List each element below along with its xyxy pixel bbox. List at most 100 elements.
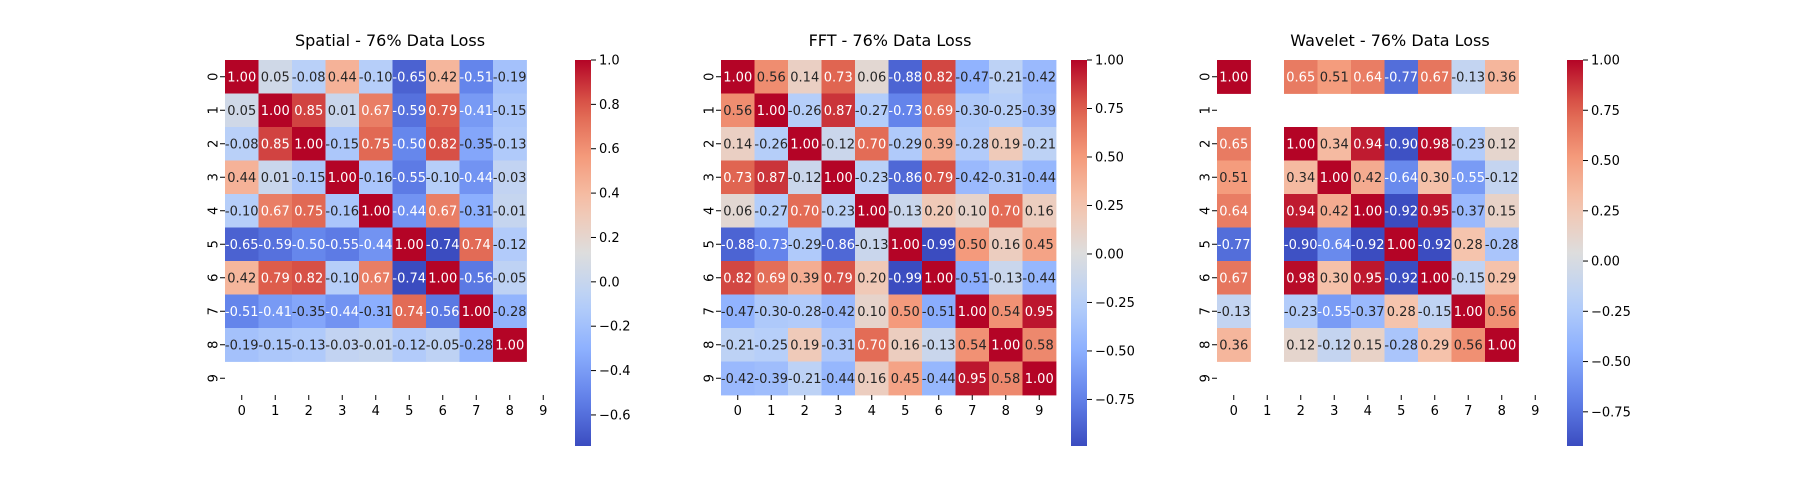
y-tick-label: 9 xyxy=(1199,374,1214,382)
heatmap-cell xyxy=(1418,227,1452,262)
cell-value-label: -0.44 xyxy=(325,305,359,320)
cell-value-label: 0.65 xyxy=(1219,137,1248,152)
heatmap-cell xyxy=(1485,261,1519,295)
heatmap-cell xyxy=(888,361,923,396)
heatmap-cell xyxy=(754,93,789,128)
cell-value-label: -0.90 xyxy=(1384,137,1418,152)
heatmap-cell xyxy=(1284,294,1318,329)
x-tick-label: 2 xyxy=(1297,404,1305,419)
cell-value-label: 0.54 xyxy=(958,338,987,353)
cell-value-label: 0.14 xyxy=(790,70,819,85)
cell-value-label: 1.00 xyxy=(1387,238,1416,253)
heatmap-cell xyxy=(1022,261,1057,295)
cell-value-label: 0.82 xyxy=(294,271,323,286)
cell-value-label: 0.82 xyxy=(924,70,953,85)
cell-value-label: 0.42 xyxy=(428,70,457,85)
cell-value-label: -0.28 xyxy=(459,338,493,353)
heatmap-cell xyxy=(788,227,822,262)
cell-value-label: -0.37 xyxy=(1351,305,1385,320)
heatmap-cell xyxy=(821,261,856,295)
heatmap-cell xyxy=(292,60,326,94)
heatmap-cell xyxy=(955,160,990,195)
cell-value-label: 0.94 xyxy=(1286,204,1315,219)
y-tick-label: 6 xyxy=(703,274,718,282)
heatmap-cell xyxy=(821,328,856,362)
heatmap-cell xyxy=(1284,227,1318,262)
y-tick-label: 8 xyxy=(207,341,222,349)
heatmap-panel-fft: FFT - 76% Data Loss 1.00 0.56 0.14 0.73 0.06… xyxy=(703,31,1135,446)
cell-value-label: 0.12 xyxy=(1286,338,1315,353)
heatmap-cell xyxy=(989,227,1023,262)
y-tick-label: 4 xyxy=(1199,207,1214,215)
heatmap-cell xyxy=(1022,194,1057,228)
cell-value-label: -0.30 xyxy=(754,305,788,320)
heatmap-cell xyxy=(821,60,856,94)
cell-value-label: -0.44 xyxy=(821,372,855,387)
heatmap-axes: 0 0 1 1 2 2 3 3 4 4 5 5 6 6 7 7 8 8 9 9 xyxy=(1199,73,1540,419)
cell-value-label: -0.12 xyxy=(493,238,527,253)
chart-title: Wavelet - 76% Data Loss xyxy=(1290,31,1489,50)
heatmap-cell xyxy=(989,294,1023,329)
heatmap-cells: 1.00 0.65 0.51 0.64 -0.77 0.67 -0.13 0.360.65 1.… xyxy=(1217,60,1519,362)
y-tick-label: 3 xyxy=(1199,173,1214,181)
cell-value-label: 0.56 xyxy=(757,70,786,85)
cell-value-label: 1.00 xyxy=(958,305,987,320)
cell-value-label: -0.16 xyxy=(325,204,359,219)
x-tick-label: 1 xyxy=(271,404,279,419)
cell-value-label: 0.15 xyxy=(1353,338,1382,353)
colorbar-tick-label: 1.0 xyxy=(599,54,620,69)
heatmap-cell xyxy=(754,361,789,396)
heatmap-cell xyxy=(888,93,923,128)
heatmap-cell xyxy=(493,328,527,362)
heatmap-cell xyxy=(325,261,360,295)
heatmap-cell xyxy=(821,227,856,262)
cell-value-label: 1.00 xyxy=(294,137,323,152)
x-tick-label: 4 xyxy=(1364,404,1372,419)
heatmap-cell xyxy=(359,227,393,262)
heatmap-cell xyxy=(721,227,755,262)
heatmap-cell xyxy=(1284,60,1318,94)
heatmap-cell xyxy=(392,127,427,161)
heatmap-cell xyxy=(1485,227,1519,262)
heatmap-cell xyxy=(1384,328,1419,362)
heatmap-cell xyxy=(855,160,889,195)
heatmap-cell xyxy=(721,160,755,195)
heatmap-cell xyxy=(493,294,527,329)
colorbar-tick-label: −0.25 xyxy=(1095,296,1135,311)
cell-value-label: -0.29 xyxy=(788,238,822,253)
cell-value-label: -0.23 xyxy=(1451,137,1485,152)
heatmap-cell xyxy=(258,227,293,262)
heatmap-cell xyxy=(392,261,427,295)
heatmap-cell xyxy=(225,194,259,228)
colorbar-tick-label: 1.00 xyxy=(1591,54,1620,69)
heatmap-cell xyxy=(788,194,822,228)
heatmap-cell xyxy=(821,194,856,228)
colorbar-tick-label: 0.50 xyxy=(1095,150,1124,165)
cell-value-label: 1.00 xyxy=(857,204,886,219)
cell-value-label: -0.64 xyxy=(1317,238,1351,253)
cell-value-label: 1.00 xyxy=(1286,137,1315,152)
cell-value-label: -0.42 xyxy=(955,171,989,186)
x-tick-label: 3 xyxy=(834,404,842,419)
cell-value-label: 0.56 xyxy=(1487,305,1516,320)
heatmap-cell xyxy=(325,294,360,329)
cell-value-label: -0.13 xyxy=(855,238,889,253)
cell-value-label: 0.06 xyxy=(857,70,886,85)
cell-value-label: 0.82 xyxy=(428,137,457,152)
heatmap-cell xyxy=(1384,160,1419,195)
cell-value-label: -0.26 xyxy=(754,137,788,152)
heatmap-cell xyxy=(721,127,755,161)
heatmap-cell xyxy=(1351,60,1385,94)
cell-value-label: 0.06 xyxy=(723,204,752,219)
heatmap-cell xyxy=(955,60,990,94)
heatmap-cell xyxy=(788,261,822,295)
cell-value-label: -0.88 xyxy=(721,238,755,253)
cell-value-label: -0.99 xyxy=(888,271,922,286)
cell-value-label: -0.15 xyxy=(1451,271,1485,286)
cell-value-label: 0.19 xyxy=(991,137,1020,152)
heatmap-cell xyxy=(1022,294,1057,329)
heatmap-cell xyxy=(1384,194,1419,228)
cell-value-label: -0.15 xyxy=(258,338,292,353)
heatmap-cell xyxy=(1384,227,1419,262)
cell-value-label: 0.94 xyxy=(1353,137,1382,152)
